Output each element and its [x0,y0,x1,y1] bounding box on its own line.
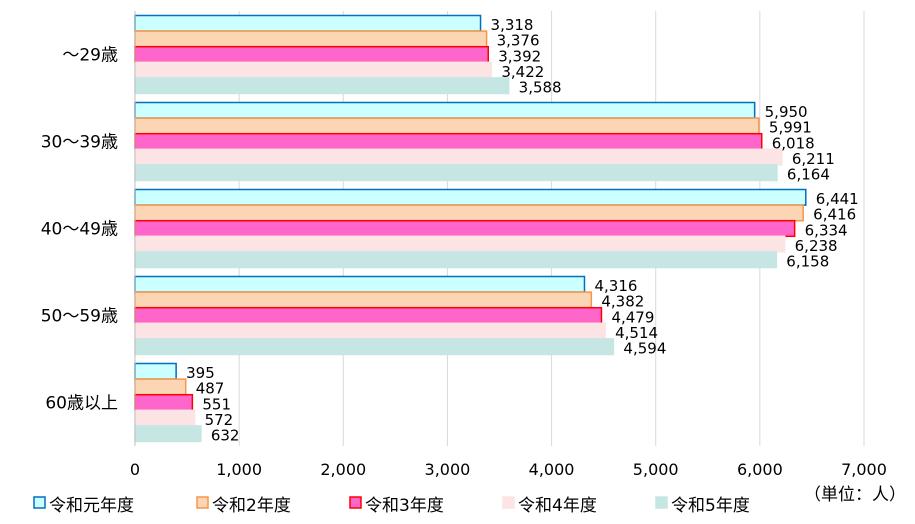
bar [134,409,196,427]
legend-swatch [655,496,668,509]
bar [134,30,488,48]
data-label: 5,991 [769,119,812,137]
bar [134,14,482,32]
bar [134,275,586,293]
bar [134,393,194,412]
x-tick-label: 7,000 [841,460,887,479]
bar [134,378,187,396]
legend-label: 令和4年度 [518,496,597,516]
data-label: 3,318 [491,16,534,34]
bar [134,251,778,269]
bar [134,45,490,64]
bar [134,362,177,380]
bar-layer [134,14,807,443]
data-label: 4,594 [623,340,666,358]
data-label: 3,376 [497,32,540,50]
bar [134,322,606,340]
data-label: 487 [196,380,225,398]
data-label: 4,316 [594,277,637,295]
category-label: 40～49歳 [41,220,118,240]
data-label: 551 [202,395,231,413]
legend-label: 令和3年度 [365,496,444,516]
data-label: 572 [205,411,234,429]
legend-label: 令和5年度 [671,496,750,516]
data-label: 6,158 [786,253,829,271]
legend-swatch [33,496,46,509]
bar [134,132,763,151]
data-label: 6,211 [792,150,835,168]
bar [134,306,603,325]
legend-swatch [196,496,209,509]
data-label: 4,514 [615,324,658,342]
bar [134,61,493,79]
data-label: 4,382 [601,293,644,311]
data-label: 4,479 [611,308,654,326]
bar [134,101,756,119]
bar [134,188,807,206]
category-label: 50～59歳 [41,307,118,327]
data-label: 6,416 [813,206,856,224]
category-label: ～29歳 [62,46,118,66]
legend-label: 令和2年度 [212,496,291,516]
axis-layer: 0 1,000 2,000 3,000 4,000 5,000 6,000 7,000 ～29歳… [41,11,887,479]
bar [134,204,804,222]
x-tick-label: 4,000 [529,460,575,479]
bar [134,148,783,166]
x-tick-label: 1,000 [216,460,262,479]
x-tick-label: 2,000 [320,460,366,479]
data-label: 6,334 [805,221,848,239]
bar [134,164,778,182]
data-label: 632 [211,427,240,445]
category-label: 60歳以上 [45,394,118,414]
bar [134,77,510,95]
legend-swatch [349,496,362,509]
x-tick-label: 0 [130,460,140,479]
data-label: 6,238 [795,237,838,255]
data-label: 3,392 [498,47,541,65]
data-label: 3,422 [501,63,544,81]
data-label: 6,164 [787,166,830,184]
data-label: 395 [186,364,215,382]
legend-swatch [502,496,515,509]
x-tick-label: 5,000 [633,460,679,479]
legend-label: 令和元年度 [49,496,134,516]
bar [134,338,615,356]
x-tick-label: 3,000 [425,460,471,479]
data-label: 3,588 [519,79,562,97]
bar [134,235,786,253]
category-label: 30～39歳 [41,133,118,153]
x-tick-label: 6,000 [737,460,783,479]
data-label: 6,441 [816,190,859,208]
data-label: 5,950 [765,103,808,121]
legend: 令和元年度 令和2年度 令和3年度 令和4年度 令和5年度 [33,496,750,516]
data-label: 6,018 [772,134,815,152]
bar [134,219,796,238]
bar [134,291,593,309]
bar [134,425,202,443]
unit-note: （単位：人） [804,485,906,505]
bar [134,117,760,135]
